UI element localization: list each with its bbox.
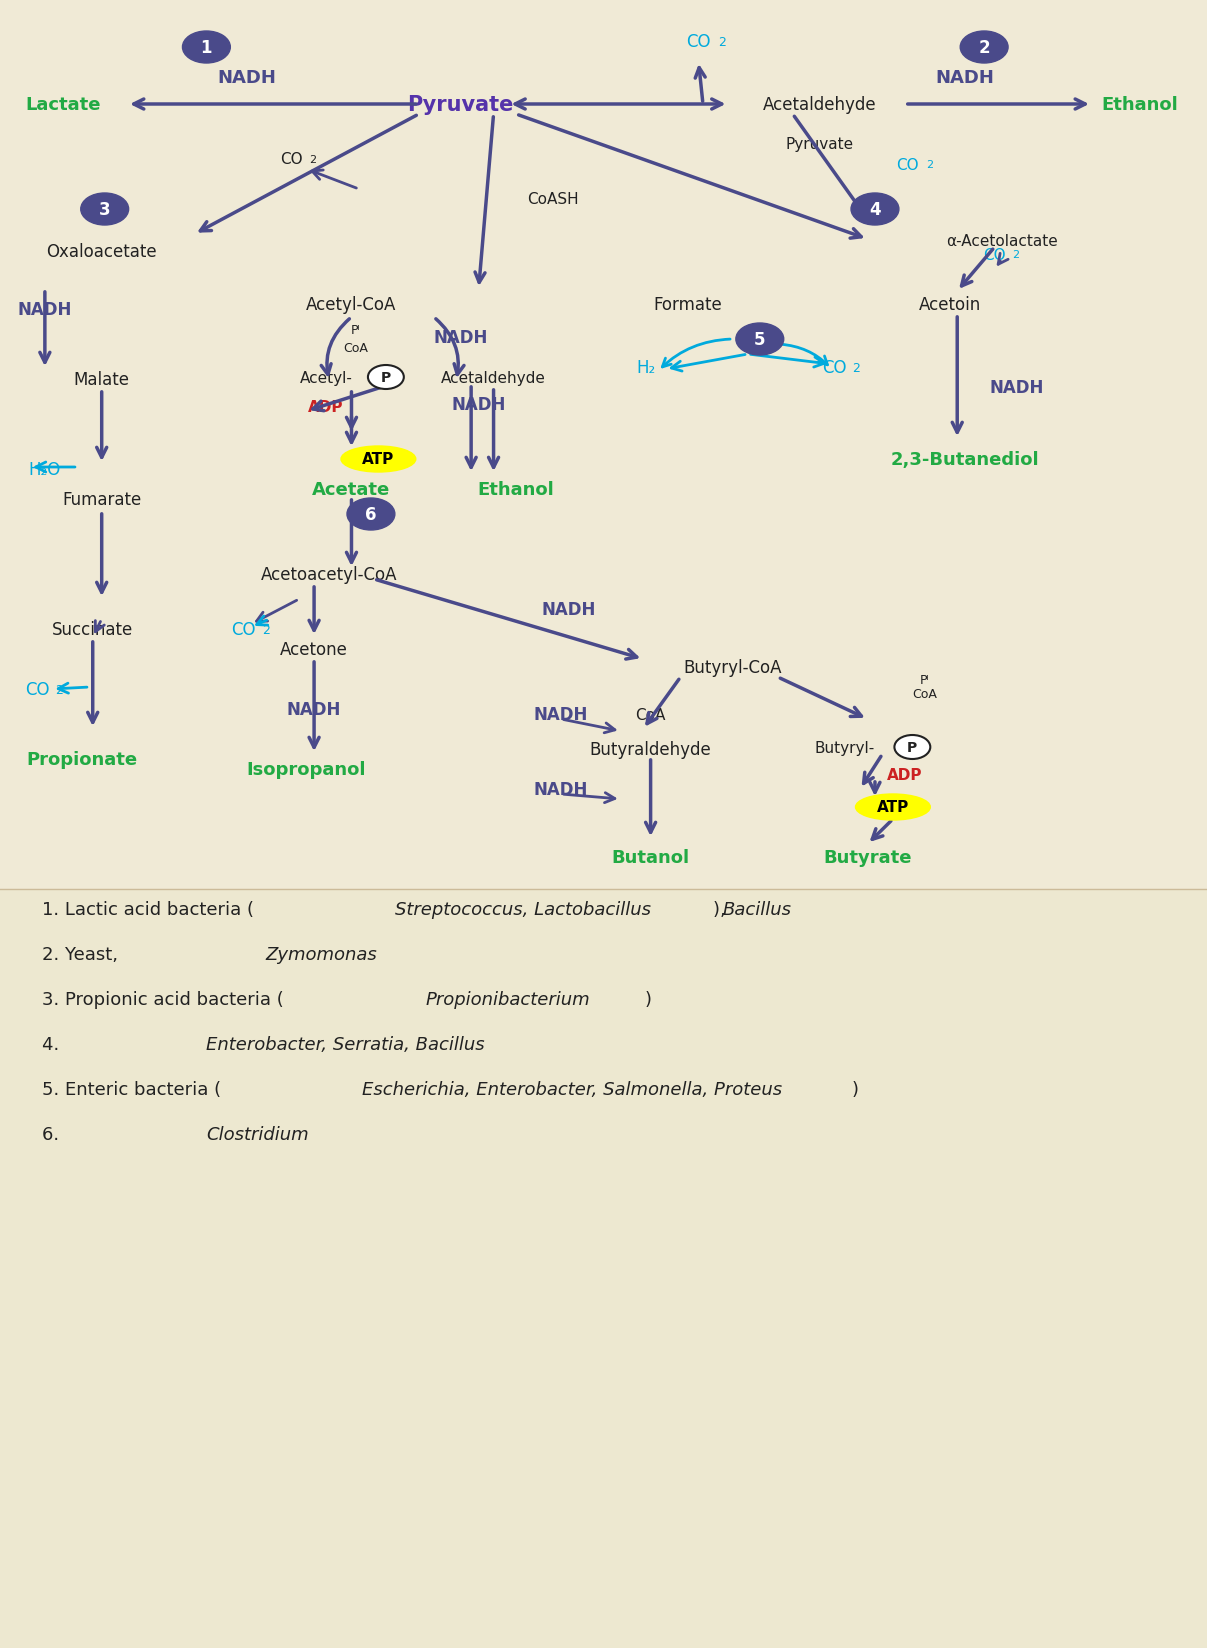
Text: P: P <box>380 371 391 384</box>
Text: CO: CO <box>687 33 711 51</box>
Text: Enterobacter, Serratia, Bacillus: Enterobacter, Serratia, Bacillus <box>206 1035 485 1053</box>
Text: NADH: NADH <box>533 705 588 723</box>
Bar <box>0 890 1207 1648</box>
Text: CO: CO <box>984 247 1005 262</box>
Text: P: P <box>908 740 917 755</box>
Text: Bacillus: Bacillus <box>722 900 791 918</box>
Text: Butyrate: Butyrate <box>823 849 911 867</box>
Text: Oxaloacetate: Oxaloacetate <box>46 242 157 260</box>
Text: 4.: 4. <box>42 1035 65 1053</box>
Text: CO: CO <box>25 681 49 699</box>
Text: 2,3-Butanediol: 2,3-Butanediol <box>891 450 1039 468</box>
Circle shape <box>894 735 931 760</box>
Text: 3: 3 <box>99 201 111 219</box>
Text: NADH: NADH <box>287 700 342 719</box>
Circle shape <box>851 194 899 226</box>
Text: NADH: NADH <box>451 396 506 414</box>
Text: Acetyl-CoA: Acetyl-CoA <box>307 297 397 313</box>
Text: Succinate: Succinate <box>52 621 133 639</box>
Text: 6.: 6. <box>42 1126 65 1144</box>
Text: 3. Propionic acid bacteria (: 3. Propionic acid bacteria ( <box>42 990 284 1009</box>
Text: Clostridium: Clostridium <box>206 1126 309 1144</box>
Text: α-Acetolactate: α-Acetolactate <box>946 234 1059 249</box>
Text: H₂O: H₂O <box>29 461 62 478</box>
Circle shape <box>961 31 1008 64</box>
Circle shape <box>346 499 395 531</box>
Text: Acetate: Acetate <box>313 481 391 499</box>
Text: 2: 2 <box>852 361 861 374</box>
Text: ADP: ADP <box>308 400 344 415</box>
Text: Pyruvate: Pyruvate <box>408 96 514 115</box>
Text: ): ) <box>645 990 652 1009</box>
Text: Butyryl-: Butyryl- <box>815 740 875 755</box>
Circle shape <box>368 366 404 391</box>
Text: 6: 6 <box>366 506 377 524</box>
Text: NADH: NADH <box>935 69 995 87</box>
Text: 2: 2 <box>262 623 269 636</box>
Text: Pᴵ: Pᴵ <box>351 323 361 336</box>
Text: Ethanol: Ethanol <box>1101 96 1178 114</box>
Text: 4: 4 <box>869 201 881 219</box>
Text: 2: 2 <box>56 682 63 695</box>
Text: ),: ), <box>713 900 731 918</box>
Text: NADH: NADH <box>217 69 276 87</box>
Ellipse shape <box>342 447 415 473</box>
Text: 2: 2 <box>926 160 933 170</box>
Text: Escherichia, Enterobacter, Salmonella, Proteus: Escherichia, Enterobacter, Salmonella, P… <box>362 1081 782 1098</box>
Text: Streptococcus, Lactobacillus: Streptococcus, Lactobacillus <box>396 900 652 918</box>
Text: Pᴵ: Pᴵ <box>920 672 929 686</box>
Text: CoA: CoA <box>911 689 937 700</box>
Text: Isopropanol: Isopropanol <box>247 760 367 778</box>
Text: CO: CO <box>232 621 256 639</box>
Text: 2: 2 <box>310 155 316 165</box>
Text: 2. Yeast,: 2. Yeast, <box>42 946 123 964</box>
Text: ADP: ADP <box>887 766 922 783</box>
Text: Acetoin: Acetoin <box>919 297 981 313</box>
Text: CoA: CoA <box>344 341 368 354</box>
Text: Propionibacterium: Propionibacterium <box>425 990 590 1009</box>
Text: Acetaldehyde: Acetaldehyde <box>763 96 876 114</box>
Ellipse shape <box>856 794 931 821</box>
Circle shape <box>736 323 783 356</box>
Text: Malate: Malate <box>74 371 129 389</box>
Text: Acetone: Acetone <box>280 641 348 659</box>
Text: 2: 2 <box>979 40 990 58</box>
Text: CO: CO <box>897 158 920 173</box>
Text: Fumarate: Fumarate <box>62 491 141 509</box>
Text: CO: CO <box>822 359 847 377</box>
Text: Acetaldehyde: Acetaldehyde <box>441 371 546 386</box>
Text: Lactate: Lactate <box>25 96 100 114</box>
Text: ATP: ATP <box>876 799 909 816</box>
Text: 2: 2 <box>718 36 725 48</box>
Text: CoASH: CoASH <box>527 193 579 208</box>
Text: Propionate: Propionate <box>27 750 138 768</box>
Text: 2: 2 <box>1013 250 1020 260</box>
Text: Zymomonas: Zymomonas <box>266 946 377 964</box>
Text: NADH: NADH <box>990 379 1044 397</box>
Text: 5: 5 <box>754 331 765 349</box>
Text: ATP: ATP <box>362 452 395 468</box>
Text: NADH: NADH <box>533 781 588 799</box>
Circle shape <box>81 194 129 226</box>
Text: 1: 1 <box>200 40 212 58</box>
Text: ): ) <box>852 1081 859 1098</box>
Text: CoA: CoA <box>635 707 666 722</box>
Circle shape <box>182 31 231 64</box>
Text: Acetoacetyl-CoA: Acetoacetyl-CoA <box>261 565 397 583</box>
Text: Formate: Formate <box>654 297 722 313</box>
Text: 1. Lactic acid bacteria (: 1. Lactic acid bacteria ( <box>42 900 253 918</box>
Text: Pyruvate: Pyruvate <box>786 137 853 152</box>
Text: Ethanol: Ethanol <box>478 481 554 499</box>
Text: Butyraldehyde: Butyraldehyde <box>590 740 711 758</box>
Text: NADH: NADH <box>541 600 595 618</box>
Text: NADH: NADH <box>433 330 488 346</box>
Text: Acetyl-: Acetyl- <box>299 371 352 386</box>
Text: Butyryl-CoA: Butyryl-CoA <box>683 659 782 677</box>
Text: NADH: NADH <box>18 302 72 318</box>
Text: CO: CO <box>280 152 303 168</box>
Text: H₂: H₂ <box>636 359 655 377</box>
Text: Butanol: Butanol <box>612 849 689 867</box>
Text: 5. Enteric bacteria (: 5. Enteric bacteria ( <box>42 1081 221 1098</box>
